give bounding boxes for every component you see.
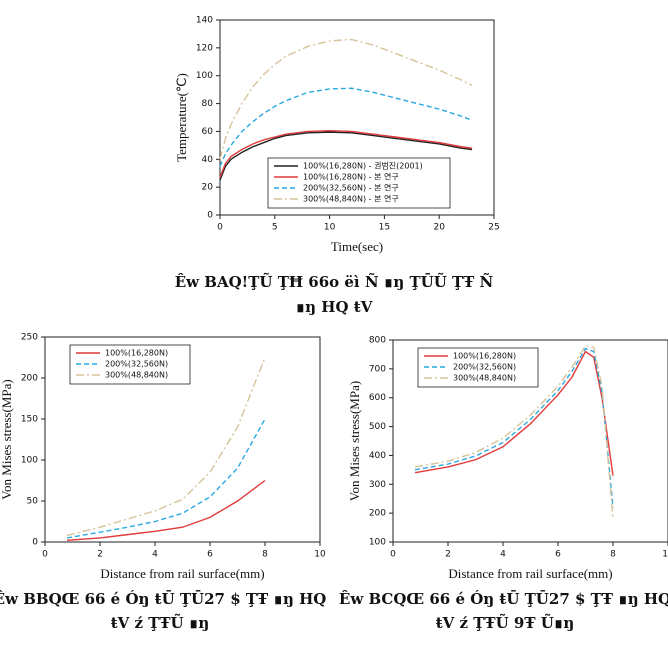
x-tick-label: 0 <box>390 550 396 560</box>
x-tick-label: 10 <box>314 550 326 560</box>
legend-box <box>417 347 539 388</box>
legend-label: 200%(32,560N) <box>105 360 168 369</box>
figure-caption: Êw BAQ!ŢŨ ŢĦ 66o ëì Ñ ∎ŋ ŢŪŨ ŢŦ Ñ <box>175 272 494 291</box>
y-tick-label: 250 <box>21 333 38 343</box>
y-tick-label: 200 <box>369 509 386 519</box>
x-tick-label: 25 <box>488 223 499 233</box>
y-tick-label: 50 <box>27 497 39 507</box>
y-tick-label: 120 <box>196 43 213 53</box>
x-tick-label: 15 <box>379 223 390 233</box>
series-line <box>414 350 614 476</box>
legend-label: 300%(48,840N) <box>453 374 516 383</box>
series-line <box>66 479 266 542</box>
x-tick-label: 2 <box>97 550 103 560</box>
x-tick-label: 4 <box>152 550 158 560</box>
x-tick-label: 0 <box>217 223 223 233</box>
plot-frame <box>44 336 321 543</box>
y-tick-label: 700 <box>369 364 386 374</box>
y-axis-title: Von Mises stress(MPa) <box>0 379 14 499</box>
x-tick-label: 4 <box>500 550 506 560</box>
series-line <box>219 130 473 178</box>
legend-label: 300%(48,840N) <box>105 371 168 380</box>
x-tick-label: 10 <box>324 223 336 233</box>
series-line <box>219 38 473 160</box>
x-axis-title: Distance from rail surface(mm) <box>100 566 264 581</box>
x-axis-title: Time(sec) <box>331 239 383 254</box>
y-tick-label: 60 <box>202 127 214 137</box>
x-axis-title: Distance from rail surface(mm) <box>448 566 612 581</box>
y-tick-label: 20 <box>202 183 214 193</box>
figure-caption: ŧV ź ŢŦŨ 9Ŧ Ũ∎ŋ <box>436 613 575 632</box>
y-tick-label: 100 <box>196 71 213 81</box>
y-tick-label: 800 <box>369 336 386 346</box>
x-tick-label: 8 <box>610 550 616 560</box>
figure-caption: Êw BBQŒ 66 é Óŋ ŧŪ ŢŪ27 $ ŢŦ ∎ŋ HQ <box>0 589 326 608</box>
y-tick-label: 100 <box>21 456 38 466</box>
x-tick-label: 10 <box>662 550 668 560</box>
y-tick-label: 600 <box>369 393 386 403</box>
legend-label: 100%(16,280N) <box>105 349 168 358</box>
series-line <box>414 345 614 519</box>
y-tick-label: 400 <box>369 451 386 461</box>
series-line <box>219 87 473 167</box>
x-tick-label: 0 <box>42 550 48 560</box>
y-axis-title: Temperature(℃) <box>174 73 189 162</box>
figure-caption: ŧV ź ŢŦŨ ∎ŋ <box>111 613 210 632</box>
x-tick-label: 20 <box>433 223 445 233</box>
y-axis-title: Von Mises stress(MPa) <box>347 381 362 501</box>
legend-label: 100%(16,280N) - 본 연구 <box>303 173 399 182</box>
legend-label: 100%(16,280N) <box>453 352 516 361</box>
x-tick-label: 6 <box>555 550 561 560</box>
series-line <box>414 347 614 508</box>
legend-label: 300%(48,840N) - 본 연구 <box>303 195 399 204</box>
y-tick-label: 500 <box>369 422 386 432</box>
figure-caption: Êw BCQŒ 66 é Óŋ ŧŪ ŢŪ27 $ ŢŦ ∎ŋ HQ <box>339 589 668 608</box>
y-tick-label: 150 <box>21 415 38 425</box>
x-tick-label: 6 <box>207 550 213 560</box>
x-tick-label: 5 <box>272 223 278 233</box>
figure-caption: ∎ŋ HQ ŧV <box>296 298 373 316</box>
y-tick-label: 200 <box>21 374 38 384</box>
y-tick-label: 40 <box>202 155 214 165</box>
x-tick-label: 8 <box>262 550 268 560</box>
series-line <box>219 131 473 181</box>
y-tick-label: 0 <box>207 211 213 221</box>
plot-frame <box>392 339 668 543</box>
legend-box <box>267 157 451 209</box>
y-tick-label: 300 <box>369 480 386 490</box>
series-line <box>66 357 266 537</box>
y-tick-label: 100 <box>369 538 386 548</box>
legend-box <box>69 344 191 385</box>
y-tick-label: 0 <box>32 538 38 548</box>
x-tick-label: 2 <box>445 550 451 560</box>
legend-label: 200%(32,560N) - 본 연구 <box>303 184 399 193</box>
legend-label: 100%(16,280N) - 권범진(2001) <box>303 161 423 171</box>
y-tick-label: 140 <box>196 16 213 26</box>
plot-frame <box>219 19 495 216</box>
y-tick-label: 80 <box>202 99 214 109</box>
series-line <box>66 418 266 539</box>
legend-label: 200%(32,560N) <box>453 363 516 372</box>
